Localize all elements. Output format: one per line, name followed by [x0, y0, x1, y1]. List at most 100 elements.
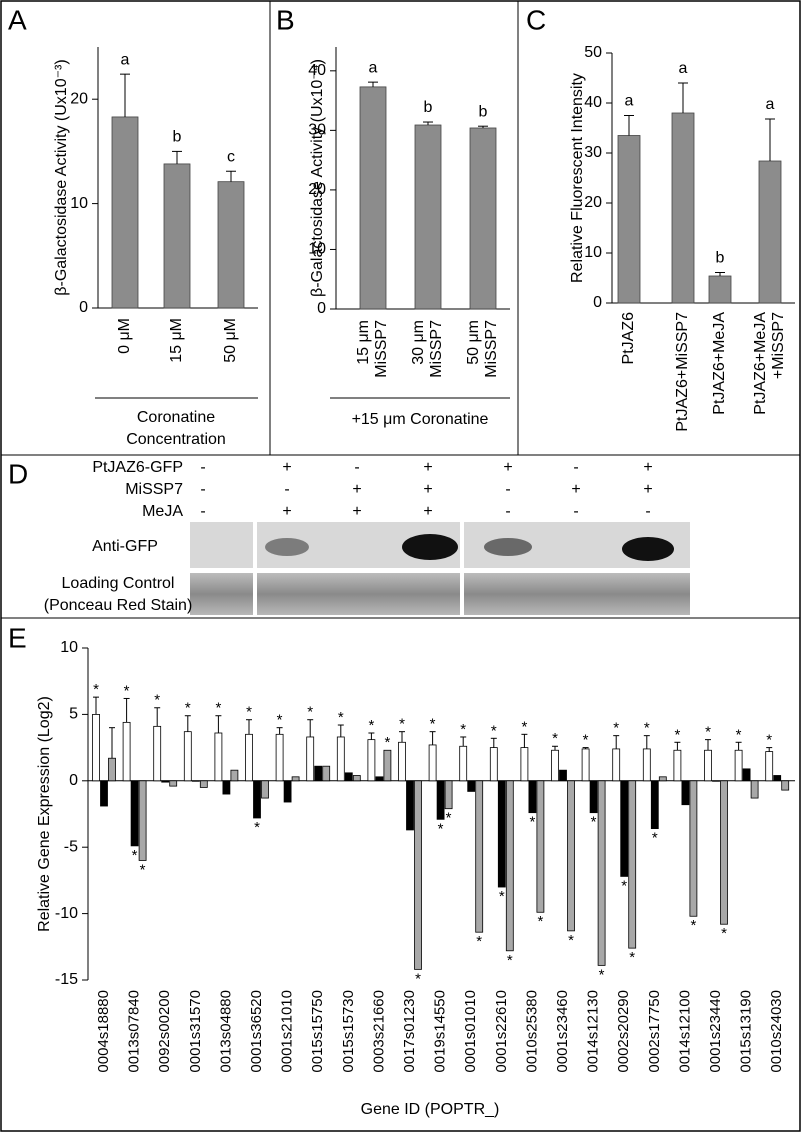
- bar: [199, 780, 208, 788]
- significance: *: [568, 932, 574, 949]
- bar: [734, 749, 743, 782]
- error-bar: [643, 735, 650, 749]
- x-tick-label: 0001s22610: [493, 990, 510, 1073]
- significance: *: [415, 970, 421, 987]
- significance: *: [277, 712, 283, 729]
- bar: [359, 86, 387, 310]
- bar: [497, 780, 506, 888]
- y-tick-label: -10: [55, 905, 78, 922]
- error-bar: [460, 736, 467, 747]
- error-bar: [613, 735, 620, 749]
- bar: [671, 112, 695, 304]
- treatment-sign: +: [423, 503, 432, 520]
- treatment-sign: +: [423, 459, 432, 476]
- error-bar: [276, 727, 283, 735]
- bar: [169, 780, 178, 787]
- x-tick-label: PtJAZ6: [620, 312, 637, 365]
- bar: [712, 780, 720, 782]
- bar: [92, 714, 100, 782]
- bar: [314, 765, 323, 782]
- error-bar: [735, 741, 742, 751]
- x-tick-label: 0004s18880: [95, 990, 112, 1073]
- error-bar: [109, 727, 115, 759]
- bar: [222, 780, 231, 795]
- bar: [750, 780, 759, 799]
- error-bar: [307, 719, 314, 737]
- significance-letter: a: [369, 59, 378, 76]
- bar: [505, 780, 514, 952]
- bar: [681, 780, 690, 806]
- bar: [283, 780, 292, 803]
- significance: *: [384, 734, 390, 751]
- y-tick-label: 20: [584, 194, 602, 211]
- error-bar: [368, 732, 375, 740]
- bar: [352, 775, 361, 782]
- bar: [428, 744, 437, 782]
- bar: [230, 769, 239, 782]
- treatment-sign: +: [571, 481, 580, 498]
- y-tick-label: -15: [55, 971, 78, 988]
- error-bar: [184, 715, 191, 732]
- bar: [467, 780, 476, 792]
- bar: [406, 780, 414, 831]
- bar: [567, 780, 575, 932]
- y-tick-label: 0: [593, 294, 602, 311]
- error-bar: [172, 150, 182, 164]
- x-axis-label: Gene ID (POPTR_): [361, 1101, 500, 1118]
- bar: [436, 780, 445, 820]
- significance: *: [446, 810, 452, 827]
- treatment-sign: +: [282, 503, 291, 520]
- error-bar: [765, 118, 775, 161]
- x-tick-label: 30 μmMiSSP7: [410, 320, 445, 378]
- significance: *: [644, 720, 650, 737]
- bar: [528, 780, 537, 814]
- significance: *: [399, 716, 405, 733]
- x-tick-label: 50 μmMiSSP7: [465, 320, 500, 378]
- bar: [183, 731, 192, 782]
- bar: [414, 124, 442, 310]
- bar: [773, 775, 782, 782]
- bar: [758, 160, 782, 304]
- significance: *: [736, 726, 742, 743]
- bar: [414, 780, 422, 970]
- loading-label: Loading Control: [62, 575, 175, 592]
- bar: [559, 769, 567, 782]
- significance: *: [491, 722, 497, 739]
- y-tick-label: 10: [584, 244, 602, 261]
- bar: [551, 749, 559, 782]
- significance: *: [537, 913, 543, 930]
- error-bar: [429, 731, 436, 745]
- x-tick-label: 0013s07840: [126, 990, 143, 1073]
- treatment-sign: +: [643, 459, 652, 476]
- significance-letter: a: [679, 60, 688, 77]
- significance: *: [430, 716, 436, 733]
- bar: [708, 275, 732, 304]
- bar: [138, 780, 147, 861]
- blot-gap: [460, 520, 464, 617]
- treatment-sign: +: [503, 459, 512, 476]
- bar: [291, 776, 300, 782]
- error-bar: [521, 733, 528, 748]
- bar: [469, 127, 497, 310]
- bar: [398, 741, 406, 782]
- x-tick-label: PtJAZ6+MeJA: [711, 312, 728, 415]
- row-label: PtJAZ6-GFP: [92, 459, 183, 476]
- bar: [306, 736, 315, 782]
- significance: *: [591, 814, 597, 831]
- significance: *: [690, 917, 696, 934]
- y-tick-label: 30: [584, 144, 602, 161]
- error-bar: [478, 125, 488, 128]
- bar: [612, 748, 621, 782]
- bar: [704, 749, 712, 782]
- bar: [108, 757, 116, 782]
- bar: [153, 725, 162, 782]
- x-tick-label-line: 30 μm: [410, 320, 427, 365]
- bar: [765, 751, 774, 782]
- y-tick-label: 20: [308, 181, 326, 198]
- bar: [253, 780, 261, 819]
- x-axis-label: +15 μm Coronatine: [352, 411, 489, 428]
- error-bar: [154, 707, 161, 727]
- bar: [489, 747, 498, 782]
